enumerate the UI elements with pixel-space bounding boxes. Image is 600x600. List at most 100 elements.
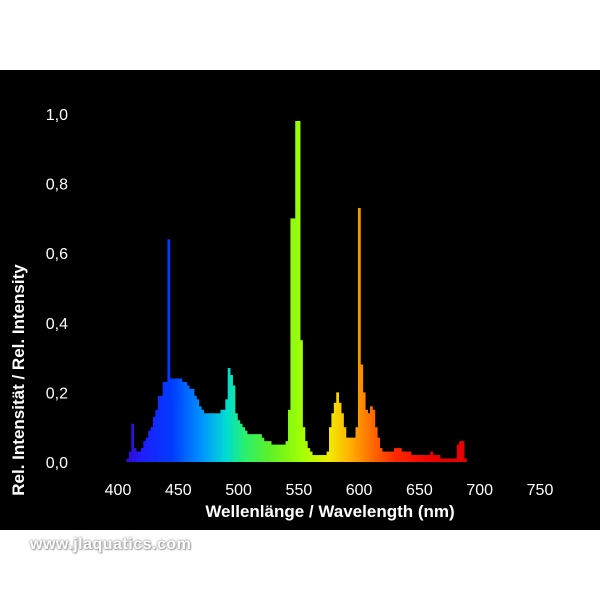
spectrum-bar (362, 392, 366, 462)
spectrum-bar (288, 409, 291, 462)
spectrum-bar (430, 451, 434, 462)
y-tick-labels: 0,0 0,2 0,4 0,6 0,8 1,0 (46, 107, 68, 472)
spectrum-bar (237, 420, 241, 462)
y-tick-label: 0,6 (46, 246, 68, 263)
spectrum-bar (331, 413, 335, 462)
spectrum-bar (348, 437, 352, 462)
spectrum-bar (227, 368, 231, 462)
spectrum-bar (312, 455, 315, 462)
spectrum-bar (196, 399, 200, 462)
spectrum-bars (126, 120, 467, 463)
spectrum-bar (398, 448, 402, 462)
spectrum-bar (321, 455, 325, 462)
x-tick-label: 450 (165, 482, 192, 499)
y-tick-label: 0,2 (46, 385, 68, 402)
x-tick-label: 600 (346, 482, 373, 499)
spectrum-bar (259, 434, 262, 462)
spectrum-bar (278, 444, 282, 462)
spectrum-bar (314, 455, 318, 462)
spectrum-bar (353, 437, 356, 462)
spectrum-bar (449, 458, 453, 462)
spectrum-bar (174, 378, 178, 462)
spectrum-bar (254, 434, 258, 462)
spectrum-bar (285, 441, 289, 462)
spectrum-bar (208, 413, 212, 462)
spectrum-bar (256, 434, 260, 462)
spectrum-bar (324, 455, 327, 462)
spectrum-bar (410, 455, 414, 462)
spectrum-bar (218, 413, 221, 462)
spectrum-bar (418, 455, 422, 462)
x-tick-label: 750 (527, 482, 554, 499)
x-tick-label: 500 (225, 482, 252, 499)
spectrum-bar (177, 378, 180, 462)
spectrum-bar (415, 455, 419, 462)
spectrum-bar (377, 437, 381, 462)
spectrum-bar (338, 402, 342, 462)
spectrum-bar (165, 381, 168, 462)
spectrum-bar (297, 120, 301, 463)
spectrum-bar (143, 441, 147, 462)
x-tick-labels: 400 450 500 550 600 650 700 750 (105, 482, 554, 499)
y-tick-label: 0,8 (46, 177, 68, 194)
spectrum-bar (295, 120, 299, 463)
spectrum-bar (206, 413, 209, 462)
spectrum-bar (136, 451, 139, 462)
spectrum-bar (350, 437, 354, 462)
spectrum-bar (162, 381, 166, 462)
spectrum-bar (213, 413, 217, 462)
spectrum-bar (157, 395, 161, 462)
spectrum-bar (372, 409, 376, 462)
spectrum-bar (304, 441, 308, 462)
spectrum-bar (201, 409, 204, 462)
spectrum-bar (459, 441, 463, 462)
spectrum-chart: 400 450 500 550 600 650 700 750 0,0 0,2 0,4 0,6 0,8… (9, 107, 554, 521)
spectrum-bar (394, 448, 397, 462)
spectrum-bar (389, 451, 393, 462)
spectrum-bar (172, 378, 176, 462)
spectrum-bar (386, 451, 390, 462)
spectrum-bar (360, 364, 364, 462)
spectrum-bar (263, 441, 267, 462)
spectrum-bar (251, 434, 255, 462)
spectrum-bar (189, 388, 192, 462)
spectrum-bar (220, 409, 224, 462)
spectrum-bar (131, 423, 135, 462)
chart-panel: 400 450 500 550 600 650 700 750 0,0 0,2 0,4 0,6 0,8… (0, 70, 600, 530)
spectrum-bar (444, 458, 448, 462)
spectrum-bar (406, 451, 409, 462)
spectrum-bar (374, 427, 378, 462)
spectrum-bar (447, 458, 450, 462)
spectrum-bar (307, 448, 311, 462)
spectrum-bar (222, 409, 226, 462)
spectrum-bar (268, 441, 272, 462)
spectrum-bar (425, 455, 429, 462)
x-tick-label: 700 (466, 482, 493, 499)
spectrum-bar (290, 218, 294, 462)
spectrum-bar (140, 448, 144, 462)
spectrum-bar (355, 427, 359, 462)
x-tick-label: 550 (286, 482, 313, 499)
spectrum-bar (451, 458, 455, 462)
spectrum-bar (300, 340, 303, 462)
y-tick-label: 0,4 (46, 316, 68, 333)
spectrum-bar (367, 413, 371, 462)
spectrum-bar (203, 413, 207, 462)
spectrum-bar (150, 427, 154, 462)
y-axis-title: Rel. Intensität / Rel. Intensity (9, 264, 28, 496)
spectrum-bar (461, 441, 465, 462)
x-tick-label: 650 (406, 482, 433, 499)
spectrum-bar (464, 458, 467, 462)
spectrum-bar (456, 444, 460, 462)
spectrum-bar (184, 381, 188, 462)
spectrum-bar (427, 455, 431, 462)
spectrum-bar (266, 441, 270, 462)
spectrum-bar (283, 444, 286, 462)
spectrum-bar (336, 392, 340, 462)
spectrum-bar (420, 455, 424, 462)
spectrum-bar (167, 239, 171, 462)
spectrum-bar (169, 378, 173, 462)
spectrum-bar (145, 437, 149, 462)
spectrum-bar (345, 437, 349, 462)
spectrum-bar (432, 455, 436, 462)
